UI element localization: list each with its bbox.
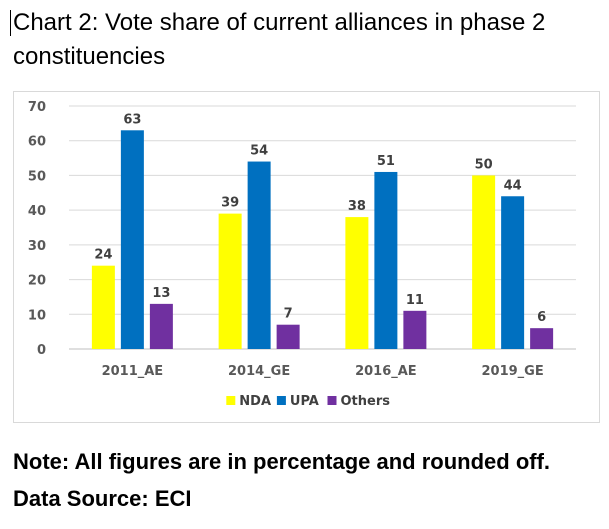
data-label: 24 (94, 248, 112, 263)
y-tick-label: 40 (28, 204, 46, 219)
data-label: 50 (475, 157, 493, 172)
x-tick-label: 2019_GE (482, 364, 544, 379)
bar-nda-2016_ae (345, 217, 369, 349)
legend-swatch-others (327, 396, 337, 405)
y-tick-label: 10 (28, 308, 46, 323)
bar-others-2011_ae (149, 303, 173, 349)
chart-area: 0 10 20 30 40 50 60 70 24 63 13 2011_AE 39 54 7 2014_GE… (13, 91, 600, 423)
bar-upa-2011_ae (120, 130, 144, 349)
data-label: 51 (377, 154, 395, 169)
data-label: 54 (250, 144, 268, 159)
bar-upa-2014_ge (247, 161, 271, 349)
data-label: 6 (537, 310, 546, 325)
bar-nda-2019_ge (472, 175, 496, 349)
data-label: 13 (152, 286, 170, 301)
data-label: 38 (348, 199, 366, 214)
x-tick-label: 2011_AE (102, 364, 164, 379)
legend-swatch-nda (226, 396, 236, 405)
bar-others-2014_ge (276, 324, 300, 349)
footnote: Note: All figures are in percentage and … (13, 449, 551, 474)
legend-swatch-upa (276, 396, 286, 405)
y-tick-label: 20 (28, 274, 46, 289)
y-tick-label: 50 (28, 169, 46, 184)
bar-upa-2019_ge (501, 196, 525, 349)
data-label: 63 (123, 112, 141, 127)
y-tick-label: 0 (37, 343, 46, 358)
bar-chart: 0 10 20 30 40 50 60 70 24 63 13 2011_AE 39 54 7 2014_GE… (28, 100, 576, 409)
y-tick-label: 70 (28, 100, 46, 115)
data-source: Data Source: ECI (13, 486, 192, 511)
legend-label-nda: NDA (239, 394, 271, 409)
legend-label-upa: UPA (290, 394, 319, 409)
x-tick-label: 2014_GE (228, 364, 290, 379)
x-tick-label: 2016_AE (355, 364, 417, 379)
bar-nda-2011_ae (91, 265, 115, 349)
bar-others-2016_ae (403, 310, 427, 349)
bar-upa-2016_ae (374, 171, 398, 349)
bar-others-2019_ge (530, 328, 554, 349)
data-label: 11 (406, 293, 424, 308)
y-tick-label: 30 (28, 239, 46, 254)
data-label: 39 (221, 196, 239, 211)
chart-title: Chart 2: Vote share of current alliances… (10, 6, 603, 74)
legend-label-others: Others (341, 394, 391, 409)
bar-nda-2014_ge (218, 213, 242, 349)
data-label: 7 (284, 307, 293, 322)
y-tick-label: 60 (28, 135, 46, 150)
data-label: 44 (504, 178, 522, 193)
